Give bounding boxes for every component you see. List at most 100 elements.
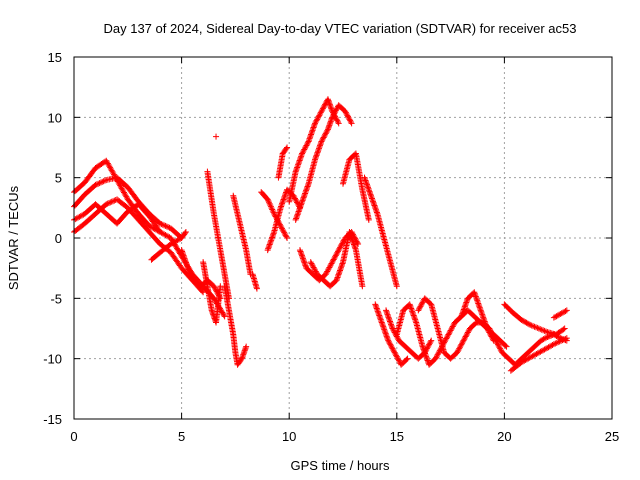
data-point [530,323,537,330]
data-point [525,321,532,328]
data-point [552,313,559,320]
data-point [159,221,166,228]
data-point [93,181,100,188]
data-point [459,340,466,347]
data-point [539,336,546,343]
data-point [433,352,440,359]
data-point [347,119,354,126]
data-point [550,341,557,348]
data-point [393,283,400,290]
data-point [393,353,400,360]
data-point [158,221,165,228]
data-point [302,143,309,150]
data-point [292,196,299,203]
y-tick-label: 10 [48,110,62,125]
data-point [426,340,433,347]
data-point [315,113,322,120]
data-point [333,116,340,123]
data-point [264,196,271,203]
data-point [556,311,563,318]
data-point [416,306,423,313]
data-point [327,263,334,270]
data-point [96,180,103,187]
data-point [553,313,560,320]
data-point [454,349,461,356]
data-point [267,202,274,209]
data-point [559,309,566,316]
data-point [185,265,192,272]
data-point [213,287,220,294]
data-point [284,235,291,241]
data-point [237,356,244,363]
data-point [303,142,310,149]
data-point [187,269,194,276]
data-point [389,345,396,352]
data-point [253,285,260,292]
data-point [280,228,287,235]
data-point [101,177,108,184]
data-point [338,241,345,248]
data-point [294,199,301,206]
data-point [311,265,318,272]
data-point [485,328,492,335]
data-point [560,336,567,343]
data-point [556,338,563,345]
data-point [445,331,452,338]
data-point [182,228,189,235]
data-point [442,336,449,343]
data-point [531,323,538,330]
data-point [541,327,548,334]
data-point [494,340,501,347]
data-point [403,356,410,363]
data-point [317,109,324,116]
data-point [503,343,510,350]
data-point [312,119,319,126]
data-point [327,261,334,268]
data-point [318,108,325,115]
data-point [346,116,353,123]
x-tick-label: 25 [605,429,619,444]
data-point [344,112,351,119]
data-point [330,111,337,118]
data-point [283,145,290,152]
data-point [561,325,568,332]
data-point [465,328,472,335]
data-point [418,300,425,307]
data-point [434,351,441,358]
x-tick-label: 20 [497,429,511,444]
data-point [484,326,491,333]
data-point [449,323,456,330]
data-point [301,146,308,153]
data-point [388,342,395,349]
data-point [489,336,496,343]
data-point [282,232,289,239]
data-point [213,133,220,140]
data-point [331,110,338,117]
data-point [300,147,307,154]
y-tick-label: 0 [55,231,62,246]
data-point [497,346,504,353]
data-point [104,200,111,207]
data-point [312,268,319,275]
data-point [107,199,114,206]
x-tick-label: 5 [178,429,185,444]
data-point [332,108,339,115]
data-point [562,335,569,342]
data-point [97,179,104,186]
data-point [340,239,346,246]
data-point [459,338,466,345]
data-point [447,327,454,334]
data-point [391,349,398,356]
data-point [309,261,316,268]
data-point [390,348,397,355]
data-point [450,322,457,329]
data-point [488,333,495,340]
data-point [335,247,342,254]
data-point [188,271,195,278]
data-point [105,200,112,207]
data-point [100,178,107,185]
data-point [554,312,561,319]
data-point [329,259,336,266]
data-point [156,227,163,234]
data-point [337,243,344,250]
